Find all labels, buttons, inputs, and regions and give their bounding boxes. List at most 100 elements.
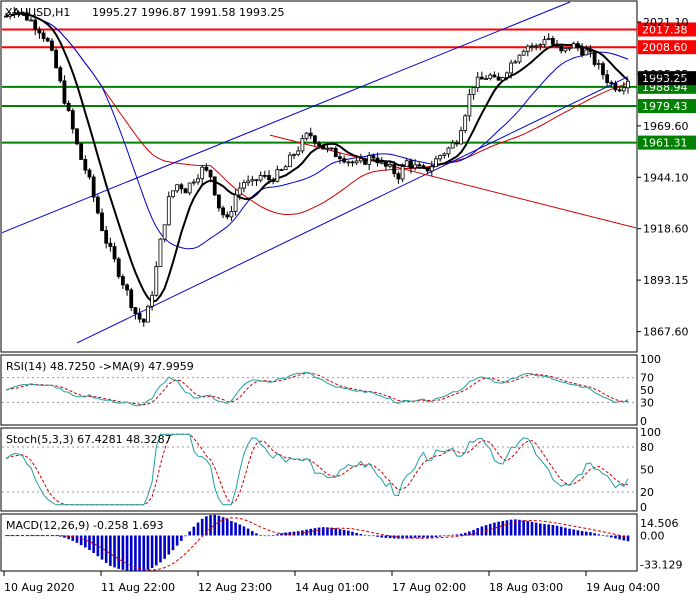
macd-histogram-bar bbox=[409, 535, 413, 539]
macd-histogram-bar bbox=[593, 533, 596, 536]
candle-body bbox=[221, 207, 225, 216]
macd-histogram-bar bbox=[284, 532, 287, 536]
candle-body bbox=[296, 150, 301, 155]
candle-body bbox=[601, 63, 605, 76]
macd-histogram-bar bbox=[443, 535, 446, 537]
channel-lower-line bbox=[76, 76, 629, 344]
ohlc-readout: 1995.27 1996.87 1991.58 1993.25 bbox=[92, 6, 284, 19]
candle-body bbox=[175, 184, 180, 192]
candle-body bbox=[33, 19, 38, 30]
candle-body bbox=[521, 50, 526, 56]
macd-histogram-bar bbox=[134, 535, 137, 572]
rsi-panel[interactable] bbox=[0, 354, 638, 426]
price-tick-label: 1867.60 bbox=[643, 326, 689, 339]
macd-histogram-bar bbox=[175, 535, 179, 546]
macd-histogram-bar bbox=[530, 521, 534, 536]
macd-histogram-bar bbox=[159, 535, 162, 563]
macd-histogram-bar bbox=[380, 535, 384, 538]
stochastic-axis: 100 80 50 20 0 bbox=[2, 426, 661, 514]
candle-body bbox=[162, 224, 167, 240]
macd-histogram-bar bbox=[163, 535, 166, 559]
macd-histogram-bar bbox=[171, 535, 175, 551]
macd-histogram-bar bbox=[305, 529, 308, 536]
candle-body bbox=[550, 38, 555, 45]
candle-body bbox=[304, 132, 309, 139]
candle-body bbox=[12, 12, 17, 15]
candle-body bbox=[396, 173, 401, 180]
candle-body bbox=[421, 165, 426, 168]
macd-signal-line bbox=[6, 517, 629, 571]
candle-body bbox=[525, 45, 530, 52]
candle-body bbox=[100, 212, 104, 231]
macd-histogram-bar bbox=[367, 535, 371, 537]
macd-histogram-bar bbox=[150, 535, 154, 569]
candle-body bbox=[321, 145, 326, 150]
candle-body bbox=[325, 147, 330, 150]
macd-histogram-bar bbox=[121, 535, 125, 570]
candle-body bbox=[425, 167, 430, 172]
macd-histogram-bar bbox=[505, 520, 509, 536]
macd-histogram-bar bbox=[326, 527, 329, 536]
stochastic-panel[interactable] bbox=[0, 427, 638, 512]
candle-body bbox=[563, 47, 568, 52]
macd-histogram-bar bbox=[330, 527, 333, 536]
macd-histogram-bar bbox=[405, 535, 409, 539]
macd-histogram-bar bbox=[255, 533, 258, 536]
macd-title: MACD(12,26,9) -0.258 1.693 bbox=[6, 519, 164, 532]
macd-histogram-bar bbox=[509, 519, 513, 536]
macd-histogram-bar bbox=[321, 527, 325, 536]
candle-body bbox=[588, 49, 593, 53]
candle-body bbox=[254, 179, 259, 182]
candle-body bbox=[350, 161, 355, 164]
stochastic-lines bbox=[5, 433, 629, 506]
candle-body bbox=[450, 142, 455, 149]
macd-histogram-bar bbox=[564, 527, 567, 536]
time-tick-label: 10 Aug 2020 bbox=[4, 581, 74, 594]
macd-histogram-bar bbox=[376, 535, 379, 537]
price-tick-label: 2021.10 bbox=[643, 16, 689, 29]
macd-histogram-bar bbox=[8, 535, 12, 537]
medium-moving-average-line bbox=[5, 13, 629, 250]
current-price-label: 1993.25 bbox=[642, 72, 688, 85]
macd-histogram-bar bbox=[580, 531, 584, 536]
macd-histogram-bar bbox=[572, 529, 576, 536]
symbol-title: XAUUSD,H1 bbox=[5, 6, 70, 19]
macd-histogram-bar bbox=[313, 528, 317, 536]
macd-histogram-bar bbox=[117, 535, 121, 569]
stochastic-signal-line bbox=[5, 433, 629, 506]
stochastic-title: Stoch(5,3,3) 67.4281 48.3287 bbox=[6, 433, 172, 446]
candle-body bbox=[617, 89, 622, 92]
main-chart-panel[interactable] bbox=[0, 0, 638, 353]
macd-histogram-bar bbox=[597, 534, 601, 536]
candle-body bbox=[517, 54, 522, 63]
candle-body bbox=[58, 67, 63, 82]
macd-histogram-bar bbox=[438, 535, 442, 537]
macd-histogram-bar bbox=[526, 521, 530, 536]
macd-histogram-bar bbox=[71, 535, 75, 541]
macd-histogram-bar bbox=[221, 517, 225, 536]
candle-body bbox=[141, 318, 146, 323]
macd-histogram-bar bbox=[104, 535, 108, 563]
macd-histogram-bar bbox=[84, 535, 87, 548]
candle-body bbox=[208, 169, 213, 178]
support-level-label: 1979.43 bbox=[642, 100, 688, 113]
macd-histogram-bar bbox=[263, 535, 267, 537]
macd-histogram-bar bbox=[622, 535, 626, 541]
stochastic-tick-label: 100 bbox=[640, 426, 661, 439]
macd-histogram-bar bbox=[518, 519, 521, 536]
time-tick-label: 11 Aug 22:00 bbox=[101, 581, 175, 594]
macd-histogram-bar bbox=[271, 535, 275, 536]
candle-body bbox=[16, 11, 21, 14]
price-axis: 2021.10 1995.35 1969.60 1944.10 1918.60 1893.… bbox=[637, 16, 689, 339]
macd-histogram-bar bbox=[468, 531, 471, 536]
price-tick-label: 1893.15 bbox=[643, 274, 689, 287]
macd-histogram-bar bbox=[555, 525, 559, 536]
candle-body bbox=[233, 194, 238, 212]
candle-body bbox=[120, 276, 125, 286]
macd-histogram-bar bbox=[543, 524, 546, 536]
macd-histogram-bar bbox=[539, 523, 542, 536]
candle-body bbox=[417, 164, 422, 167]
candle-body bbox=[354, 160, 359, 164]
candle-body bbox=[196, 178, 200, 183]
candle-body bbox=[509, 62, 514, 74]
